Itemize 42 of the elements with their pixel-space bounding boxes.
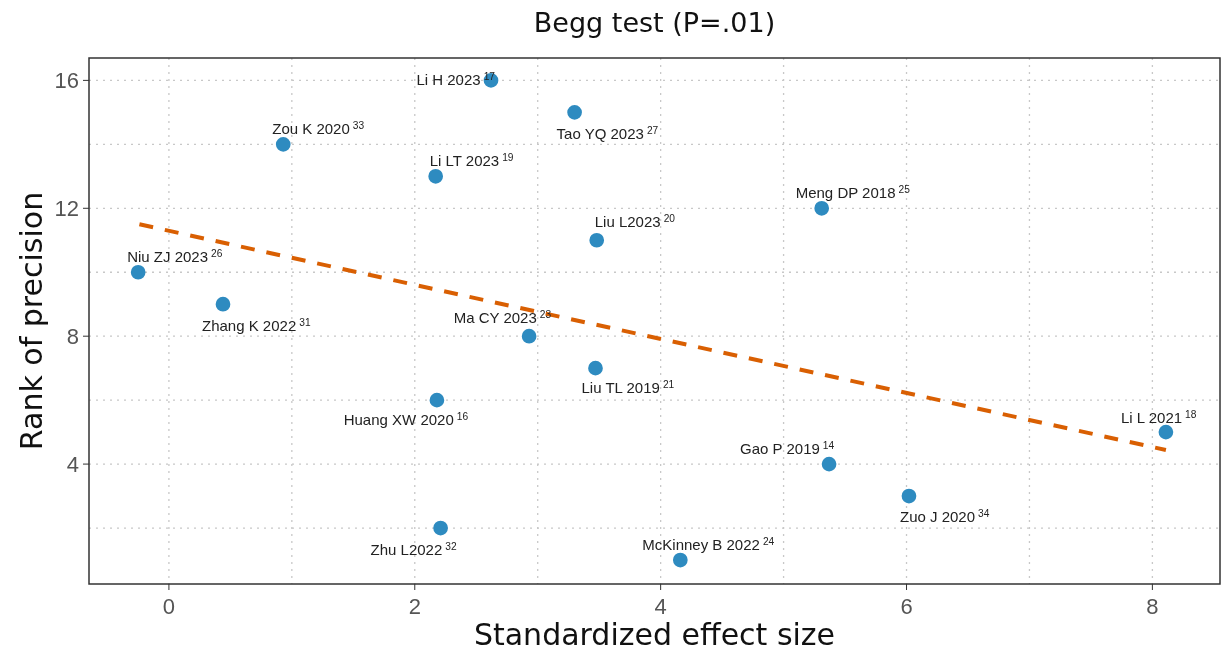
y-tick-label: 8 [66, 323, 79, 349]
annotation: Zou K 2020$^{33}$ [272, 119, 365, 138]
point [429, 392, 445, 408]
point [588, 360, 603, 376]
x-tick-label: 2 [408, 594, 421, 619]
annotation: Li H 2023$^{17}$ [416, 70, 496, 89]
x-tick-label: 8 [1146, 594, 1159, 619]
annotation: Liu L2023$^{20}$ [594, 212, 676, 231]
annotation: Huang XW 2020$^{16}$ [343, 410, 469, 429]
point [215, 296, 231, 312]
point [521, 328, 537, 344]
annotation: Tao YQ 2023$^{27}$ [556, 124, 659, 143]
point [901, 488, 917, 504]
point [130, 264, 146, 280]
chart-title: Begg test (P=.01) [533, 7, 776, 38]
annotation: Li LT 2023$^{19}$ [429, 151, 514, 170]
point [1158, 424, 1174, 440]
point [433, 520, 448, 536]
x-tick-label: 4 [654, 594, 667, 619]
point [428, 168, 444, 184]
point [589, 232, 605, 248]
x-tick-label: 6 [900, 594, 913, 619]
point [672, 552, 688, 568]
y-axis-title: Rank of precision [14, 191, 49, 451]
y-tick-label: 16 [54, 68, 79, 94]
annotation: Liu TL 2019$^{21}$ [581, 378, 675, 397]
point [814, 200, 830, 216]
annotation: Niu ZJ 2023$^{26}$ [127, 247, 223, 266]
annotation: Li L 2021$^{18}$ [1120, 408, 1197, 427]
annotation: Meng DP 2018$^{25}$ [795, 183, 911, 202]
x-tick-label: 0 [162, 594, 176, 619]
annotation: Zhu L2022$^{32}$ [370, 540, 457, 559]
annotation: Zuo J 2020$^{34}$ [899, 507, 990, 526]
annotation: Gao P 2019$^{14}$ [740, 439, 835, 458]
point [275, 136, 291, 152]
annotation: McKinney B 2022$^{24}$ [642, 535, 775, 554]
y-tick-label: 12 [54, 195, 79, 221]
y-tick-label: 4 [66, 451, 79, 477]
annotation: Zhang K 2022$^{31}$ [202, 316, 311, 335]
point [821, 456, 837, 472]
point [567, 105, 582, 120]
x-axis-title: Standardized effect size [473, 617, 836, 652]
